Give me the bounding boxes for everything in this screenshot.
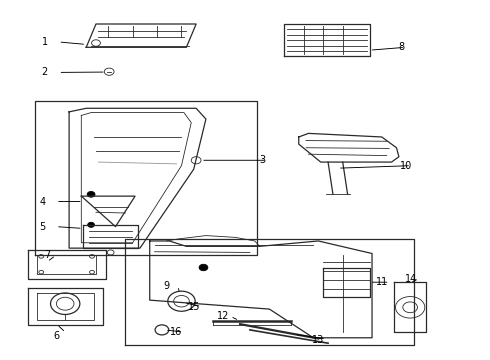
Circle shape (87, 192, 95, 197)
Text: 10: 10 (400, 161, 413, 171)
Text: 16: 16 (170, 327, 182, 337)
Text: 7: 7 (44, 250, 50, 260)
Text: 8: 8 (398, 42, 404, 52)
Circle shape (88, 222, 95, 227)
Text: 6: 6 (54, 331, 60, 341)
Text: 2: 2 (42, 67, 48, 77)
Text: 11: 11 (376, 277, 388, 287)
Text: 9: 9 (164, 281, 170, 291)
Text: 5: 5 (39, 222, 46, 231)
Text: 13: 13 (312, 334, 324, 345)
Text: 3: 3 (259, 155, 265, 165)
Text: 15: 15 (188, 302, 200, 312)
Circle shape (199, 264, 208, 271)
Text: 14: 14 (405, 274, 417, 284)
Text: 12: 12 (217, 311, 229, 321)
Text: 4: 4 (39, 197, 45, 207)
Text: 1: 1 (42, 37, 48, 47)
